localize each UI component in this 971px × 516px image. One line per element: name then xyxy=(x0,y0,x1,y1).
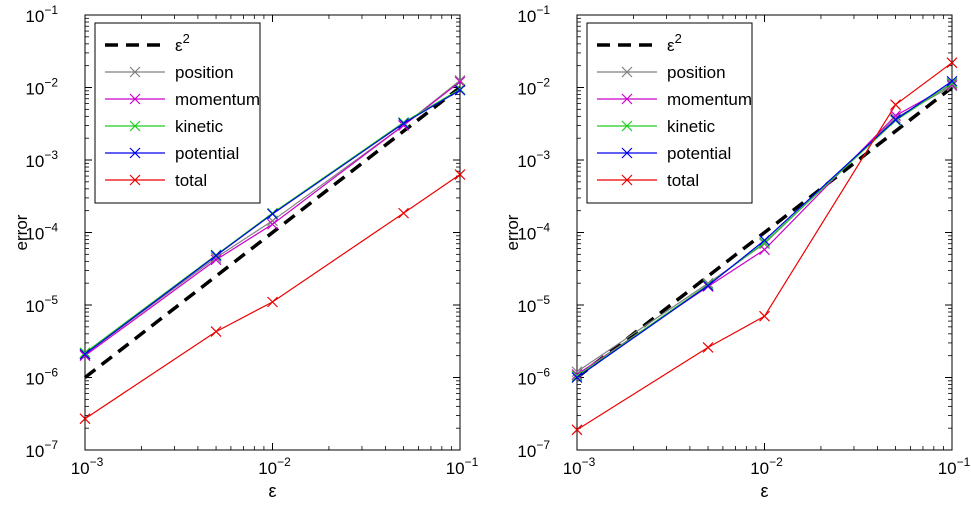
y-tick-label: 10−6 xyxy=(517,366,550,389)
data-point-potential xyxy=(946,75,958,87)
legend-label-momentum: momentum xyxy=(667,90,752,109)
data-point-potential xyxy=(454,84,466,96)
legend-box xyxy=(586,22,753,204)
legend: ε2 position momentum kinetic potential total xyxy=(586,22,753,204)
series-line-eps2 xyxy=(575,86,954,379)
y-tick-label: 10−3 xyxy=(25,148,58,171)
x-tick-label: 10−2 xyxy=(258,455,291,478)
legend-label-kinetic: kinetic xyxy=(175,117,224,136)
data-point-position xyxy=(890,112,901,124)
minor-ticks xyxy=(577,15,952,450)
data-point-total xyxy=(454,169,466,180)
data-point-total xyxy=(946,57,958,69)
data-point-kinetic xyxy=(759,236,770,248)
legend-marker-momentum xyxy=(621,93,633,105)
y-tick-label: 10−3 xyxy=(517,148,550,171)
x-tick-label: 10−2 xyxy=(750,455,783,478)
legend: ε2 position momentum kinetic potential total xyxy=(94,22,261,204)
legend-marker-position xyxy=(129,66,141,78)
data-point-total xyxy=(890,99,901,111)
data-point-potential xyxy=(267,208,278,220)
data-point-total xyxy=(79,413,91,425)
legend-marker-kinetic xyxy=(621,120,633,132)
y-tick-label: 10−1 xyxy=(25,3,58,26)
y-tick-label: 10−1 xyxy=(517,3,550,26)
legend-label-position: position xyxy=(667,63,726,82)
plot-area xyxy=(79,75,466,425)
legend-label-momentum: momentum xyxy=(175,90,260,109)
y-tick-label: 10−4 xyxy=(25,221,58,244)
x-tick-label: 10−1 xyxy=(446,455,479,478)
legend-marker-potential xyxy=(621,147,633,159)
x-axis-label: ε xyxy=(268,481,276,501)
legend-label-kinetic: kinetic xyxy=(667,117,716,136)
data-point-total xyxy=(267,296,278,308)
y-tick-label: 10−5 xyxy=(25,293,58,316)
data-point-momentum xyxy=(267,218,278,230)
y-tick-label: 10−7 xyxy=(25,438,58,461)
data-point-momentum xyxy=(946,79,958,90)
data-point-kinetic xyxy=(946,77,958,89)
x-tick-label: 10−3 xyxy=(563,455,596,478)
data-point-potential xyxy=(398,117,409,129)
y-tick-label: 10−6 xyxy=(25,366,58,389)
legend-label-potential: potential xyxy=(175,144,239,163)
series-line-eps2 xyxy=(83,86,462,379)
data-point-total xyxy=(210,326,222,337)
plot-area xyxy=(571,57,958,436)
legend-marker-kinetic xyxy=(129,120,141,132)
y-tick-label: 10−2 xyxy=(517,76,550,99)
data-point-momentum xyxy=(571,369,583,380)
chart-panel-1: 10−3 10−2 10−1 10−7 10−6 10−5 10−4 10−3 10−2 10−1… xyxy=(12,3,479,501)
legend-marker-momentum xyxy=(129,93,141,105)
x-axis-label: ε xyxy=(760,481,768,501)
data-point-potential xyxy=(571,372,583,383)
data-point-potential xyxy=(702,280,714,292)
legend-label-eps2: ε2 xyxy=(667,31,682,55)
data-point-potential xyxy=(79,348,91,360)
y-tick-label: 10−4 xyxy=(517,221,550,244)
data-point-position xyxy=(946,80,958,92)
data-point-kinetic xyxy=(79,347,91,359)
data-point-potential xyxy=(210,250,222,262)
data-point-total xyxy=(398,207,409,219)
legend-label-potential: potential xyxy=(667,144,731,163)
legend-label-total: total xyxy=(175,171,207,190)
x-tick-label: 10−3 xyxy=(71,455,104,478)
y-tick-label: 10−7 xyxy=(517,438,550,461)
chart-panel-2: 10−3 10−2 10−1 10−7 10−6 10−5 10−4 10−3 10−2 10−1… xyxy=(503,3,971,501)
legend-label-position: position xyxy=(175,63,234,82)
data-point-total xyxy=(571,424,583,436)
legend-marker-total xyxy=(621,174,633,186)
y-tick-label: 10−2 xyxy=(25,76,58,99)
y-axis-label: error xyxy=(503,214,522,250)
minor-ticks xyxy=(85,15,460,450)
legend-marker-potential xyxy=(129,147,141,159)
y-axis-label: error xyxy=(12,214,31,250)
legend-box xyxy=(94,22,261,204)
data-point-potential xyxy=(759,234,770,246)
y-tick-label: 10−5 xyxy=(517,293,550,316)
data-point-potential xyxy=(890,114,901,126)
data-point-total xyxy=(759,310,770,322)
data-point-position xyxy=(210,252,222,264)
data-point-total xyxy=(702,341,714,353)
legend-marker-total xyxy=(129,174,141,186)
data-point-momentum xyxy=(210,254,222,266)
data-point-kinetic xyxy=(571,370,583,382)
legend-label-total: total xyxy=(667,171,699,190)
x-tick-label: 10−1 xyxy=(938,455,971,478)
legend-label-eps2: ε2 xyxy=(175,31,190,55)
legend-marker-position xyxy=(621,66,633,78)
